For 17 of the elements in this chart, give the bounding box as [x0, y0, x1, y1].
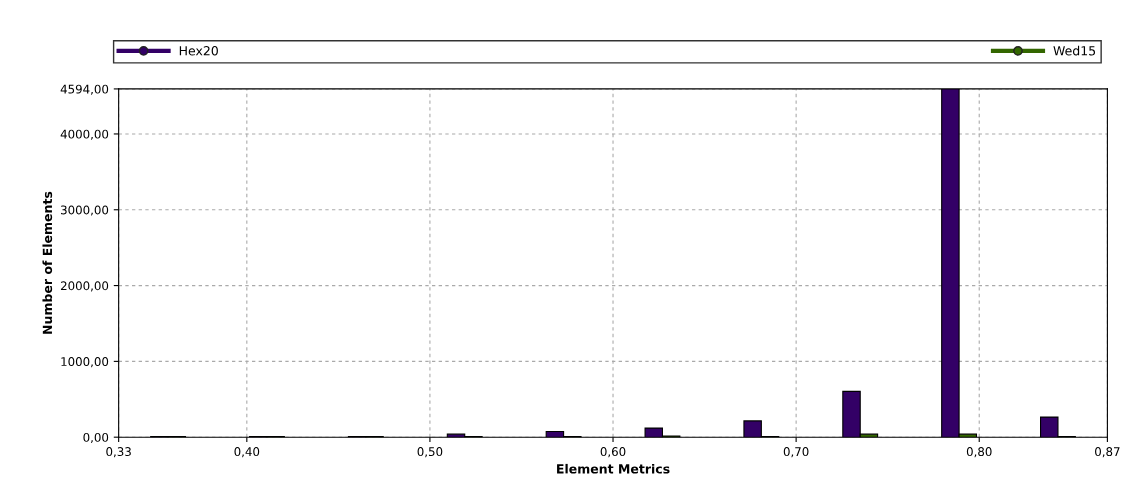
y-axis-title: Number of Elements: [42, 191, 53, 334]
x-tick-label: 0,40: [234, 447, 260, 458]
y-tick-label: 4000,00: [60, 129, 109, 140]
legend-label: Hex20: [179, 46, 218, 56]
y-tick-label: 1000,00: [61, 357, 109, 368]
x-tick-label: 0,60: [600, 447, 626, 458]
legend-label: Wed15: [1053, 45, 1096, 56]
y-tick-label: 2000,00: [60, 281, 109, 292]
y-tick-label: 3000,00: [61, 205, 109, 216]
x-tick-label: 0,80: [966, 447, 992, 458]
x-tick-label: 0,50: [417, 447, 443, 458]
y-tick-label: 0,00: [83, 432, 109, 444]
y-tick-label: 4594,00: [60, 84, 109, 95]
x-tick-label: 0,33: [106, 447, 131, 458]
x-tick-label: 0,87: [1095, 447, 1120, 458]
x-tick-label: 0,70: [783, 447, 809, 458]
x-axis-title: Element Metrics: [557, 463, 670, 474]
